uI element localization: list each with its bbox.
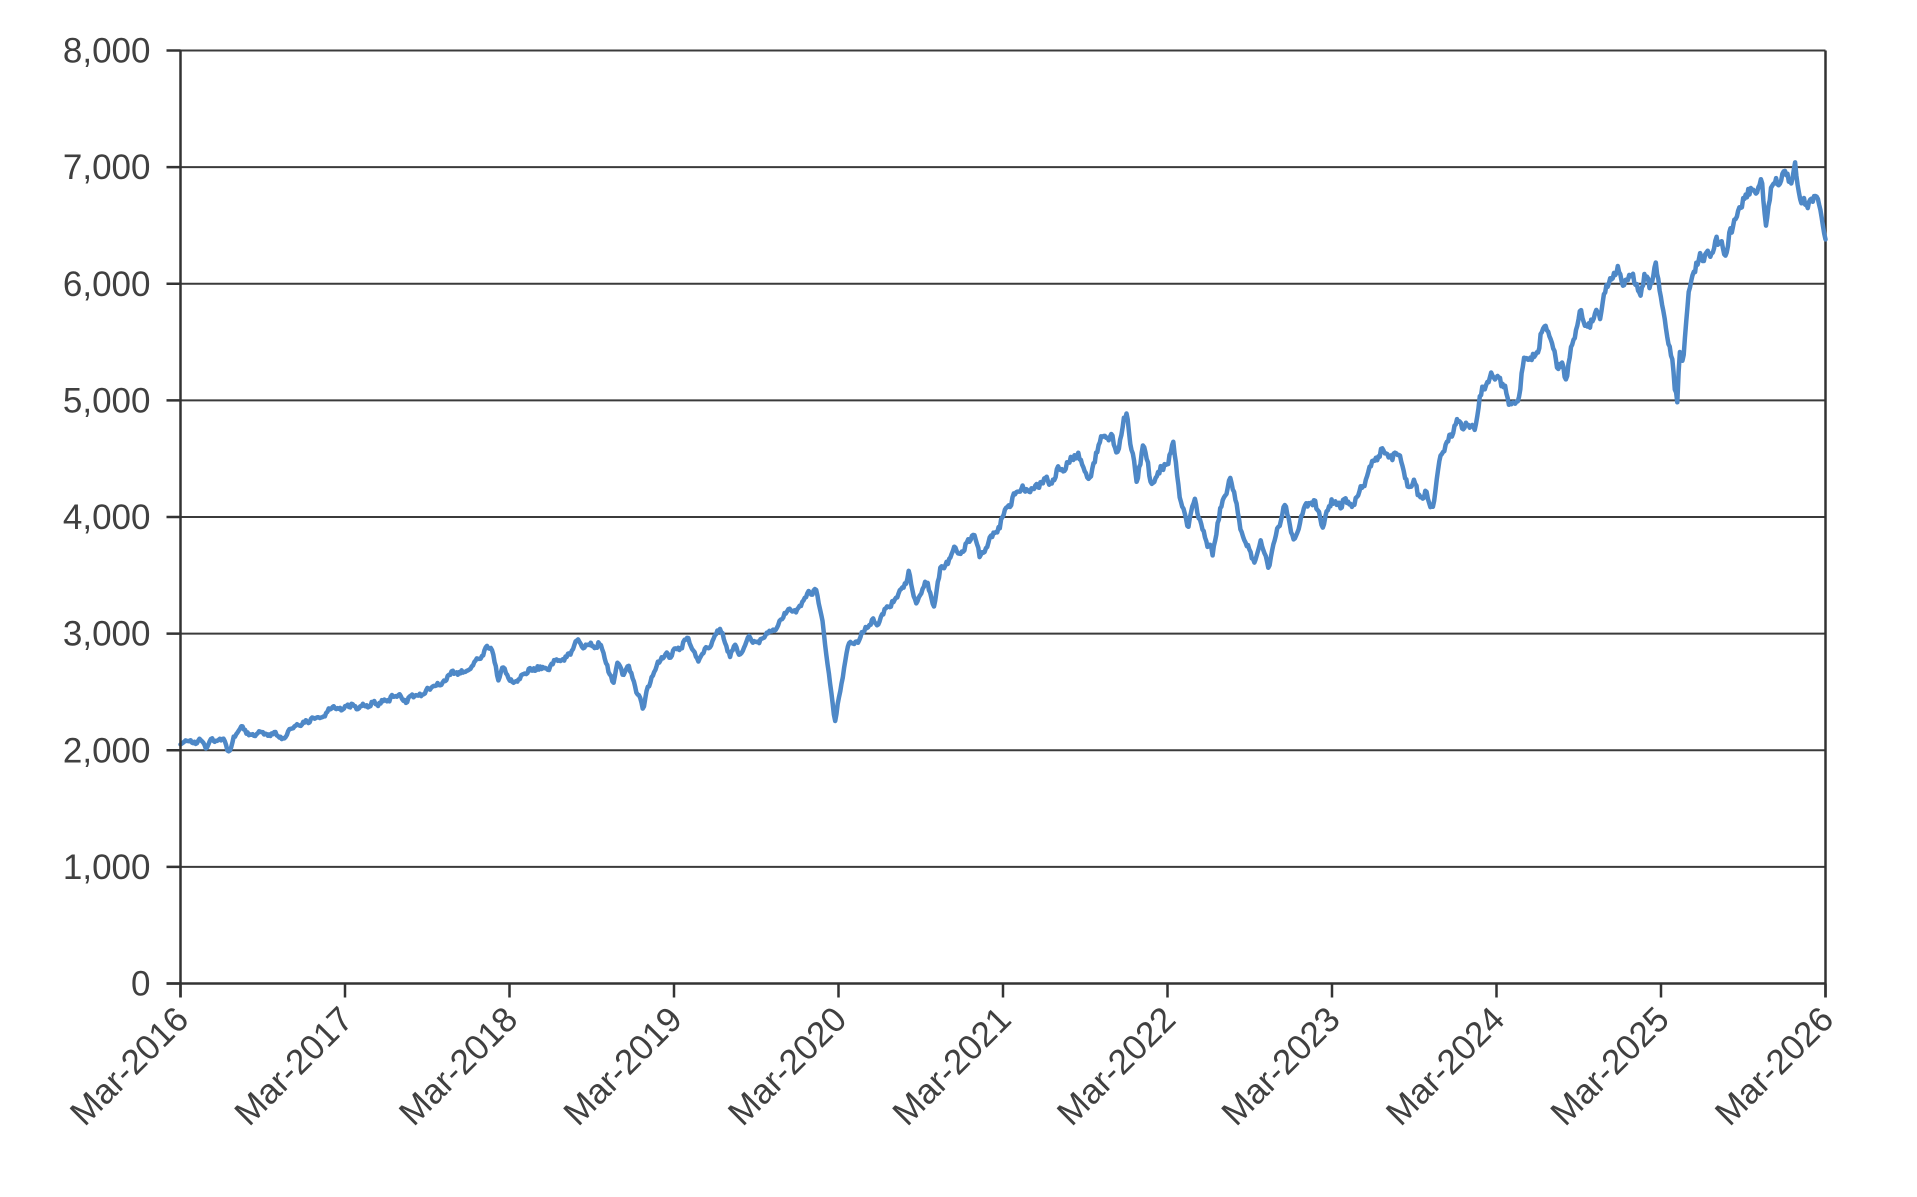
x-axis-tick-label-group: Mar-2024 (1379, 1000, 1512, 1133)
x-axis-tick-label-group: Mar-2020 (721, 1000, 854, 1133)
y-axis-tick-label: 0 (131, 965, 150, 1004)
y-axis-tick-label: 3,000 (63, 615, 151, 654)
x-axis-tick-label-group: Mar-2017 (227, 1000, 360, 1133)
y-axis-tick-label: 6,000 (63, 265, 151, 304)
x-axis-tick-label: Mar-2022 (1050, 1000, 1183, 1133)
series-line (178, 160, 1828, 754)
x-axis-tick-label: Mar-2023 (1214, 1000, 1347, 1133)
x-axis-tick-label-group: Mar-2023 (1214, 1000, 1347, 1133)
x-axis-tick-label-group: Mar-2021 (885, 1000, 1018, 1133)
x-axis-tick-label: Mar-2026 (1708, 1000, 1841, 1133)
y-axis-tick-label: 8,000 (63, 32, 151, 71)
x-axis-tick-label: Mar-2020 (721, 1000, 854, 1133)
x-axis-tick-label: Mar-2018 (392, 1000, 525, 1133)
x-axis-tick-label-group: Mar-2025 (1543, 1000, 1676, 1133)
x-axis-tick-label-group: Mar-2026 (1708, 1000, 1841, 1133)
x-axis-tick-label: Mar-2017 (227, 1000, 360, 1133)
y-axis-tick-label: 2,000 (63, 731, 151, 770)
x-axis-tick-label-group: Mar-2022 (1050, 1000, 1183, 1133)
y-axis-tick-label: 4,000 (63, 498, 151, 537)
x-axis-tick-label: Mar-2016 (63, 1000, 196, 1133)
x-axis-tick-label: Mar-2024 (1379, 1000, 1512, 1133)
y-axis-tick-label: 7,000 (63, 148, 151, 187)
y-axis-tick-label: 1,000 (63, 848, 151, 887)
x-axis-tick-label: Mar-2025 (1543, 1000, 1676, 1133)
x-axis-tick-label: Mar-2021 (885, 1000, 1018, 1133)
x-axis-tick-label-group: Mar-2018 (392, 1000, 525, 1133)
y-axis-tick-label: 5,000 (63, 381, 151, 420)
x-axis-tick-label-group: Mar-2016 (63, 1000, 196, 1133)
x-axis-tick-label-group: Mar-2019 (556, 1000, 689, 1133)
x-axis-tick-label: Mar-2019 (556, 1000, 689, 1133)
